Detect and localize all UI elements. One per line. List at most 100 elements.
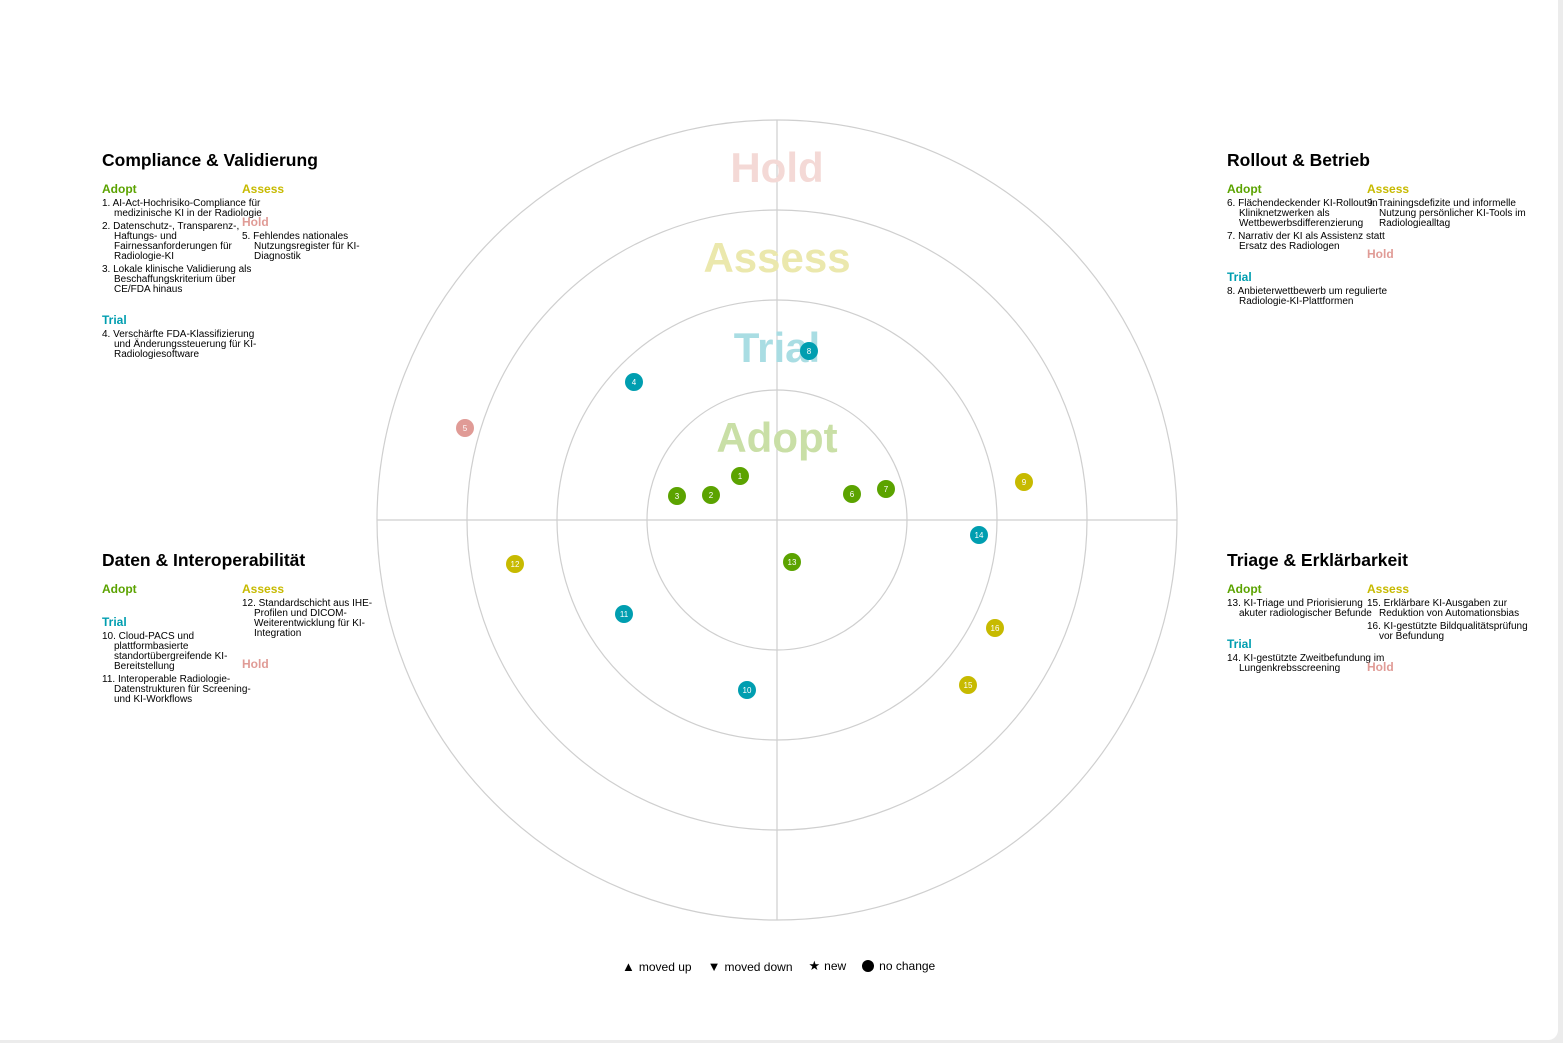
blip-1[interactable]: 1 [731, 467, 749, 485]
blip-9[interactable]: 9 [1015, 473, 1033, 491]
ring-block-hold: Hold 5. Fehlendes nationales Nutzungsreg… [242, 215, 390, 262]
blip-number: 16 [991, 624, 1000, 633]
blip-16[interactable]: 16 [986, 619, 1004, 637]
blip-number: 11 [620, 610, 629, 619]
blip-10[interactable]: 10 [738, 681, 756, 699]
blip-marker[interactable] [877, 480, 895, 498]
list-item[interactable]: 13. KI-Triage und Priorisierung akuter r… [1227, 598, 1372, 619]
legend-label: moved down [724, 959, 793, 974]
ring-heading-adopt: Adopt [102, 582, 137, 596]
ring-block-hold: Hold [242, 657, 390, 671]
list-item[interactable]: 7. Narrativ der KI als Assistenz statt E… [1227, 231, 1385, 252]
blip-13[interactable]: 13 [783, 553, 801, 571]
quadrant-daten-interoperabilitaet: Daten & Interoperabilität Adopt Trial 10… [102, 550, 402, 802]
ring-heading-hold: Hold [242, 215, 269, 229]
ring-block-assess: Assess 12. Standardschicht aus IHE-Profi… [242, 582, 390, 639]
ring-block-assess: Assess 9. Trainingsdefizite und informel… [1367, 182, 1526, 229]
ring-heading-hold: Hold [1367, 247, 1394, 261]
ring-block-adopt: Adopt [102, 582, 250, 596]
list-item[interactable]: 11. Interoperable Radiologie-Datenstrukt… [102, 674, 251, 705]
blip-6[interactable]: 6 [843, 485, 861, 503]
quadrant-col-1: Adopt 13. KI-Triage und Priorisierung ak… [1227, 582, 1384, 692]
status-legend: ▲ moved up ▼ moved down ★ new no change [622, 958, 935, 974]
blip-marker[interactable] [1015, 473, 1033, 491]
list-item[interactable]: 3. Lokale klinische Validierung als Besc… [102, 264, 252, 295]
quadrant-title: Compliance & Validierung [102, 150, 318, 170]
quadrant-col-2: Assess Hold 5. Fehlendes nationales Nutz… [242, 182, 390, 280]
ring-block-trial: Trial 10. Cloud-PACS und plattformbasier… [102, 615, 251, 705]
ring-heading-trial: Trial [102, 615, 127, 629]
quadrant-col-1: Adopt Trial 10. Cloud-PACS und plattform… [102, 582, 251, 723]
ring-block-assess: Assess [242, 182, 390, 196]
blip-marker[interactable] [731, 467, 749, 485]
blip-marker[interactable] [783, 553, 801, 571]
blip-marker[interactable] [456, 419, 474, 437]
list-item[interactable]: 4. Verschärfte FDA-Klassifizierung und Ä… [102, 329, 257, 360]
blip-12[interactable]: 12 [506, 555, 524, 573]
blip-15[interactable]: 15 [959, 676, 977, 694]
ring-block-assess: Assess 15. Erklärbare KI-Ausgaben zur Re… [1367, 582, 1528, 642]
blip-number: 2 [709, 491, 714, 500]
list-item[interactable]: 9. Trainingsdefizite und informelle Nutz… [1367, 198, 1526, 229]
quadrant-title: Rollout & Betrieb [1227, 150, 1370, 170]
ring-block-trial: Trial 4. Verschärfte FDA-Klassifizierung… [102, 313, 256, 360]
quadrant-title: Triage & Erklärbarkeit [1227, 550, 1408, 570]
blip-marker[interactable] [970, 526, 988, 544]
ring-heading-hold: Hold [1367, 660, 1394, 674]
ring-heading-assess: Assess [242, 582, 285, 596]
blip-2[interactable]: 2 [702, 486, 720, 504]
blip-marker[interactable] [986, 619, 1004, 637]
blip-14[interactable]: 14 [970, 526, 988, 544]
blip-marker[interactable] [702, 486, 720, 504]
ring-block-hold: Hold [1367, 660, 1515, 674]
blip-marker[interactable] [959, 676, 977, 694]
blip-7[interactable]: 7 [877, 480, 895, 498]
star-icon: ★ [808, 958, 821, 973]
ring-heading-hold: Hold [242, 657, 269, 671]
list-item[interactable]: 2. Datenschutz-, Transparenz-, Haftungs-… [102, 221, 240, 262]
list-item[interactable]: 10. Cloud-PACS und plattformbasierte sta… [102, 631, 228, 672]
blip-number: 13 [788, 558, 797, 567]
blip-marker[interactable] [506, 555, 524, 573]
blip-marker[interactable] [800, 342, 818, 360]
ring-heading-adopt: Adopt [1227, 582, 1262, 596]
item-list: 1. AI-Act-Hochrisiko-Compliance für medi… [102, 199, 262, 295]
item-list: 13. KI-Triage und Priorisierung akuter r… [1227, 599, 1375, 619]
blip-marker[interactable] [625, 373, 643, 391]
list-item[interactable]: 5. Fehlendes nationales Nutzungsregister… [242, 231, 360, 262]
list-item[interactable]: 1. AI-Act-Hochrisiko-Compliance für medi… [102, 198, 262, 219]
ring-block-adopt: Adopt 1. AI-Act-Hochrisiko-Compliance fü… [102, 182, 262, 295]
blip-number: 4 [632, 378, 637, 387]
quadrant-col-1: Adopt 6. Flächendeckender KI-Rollout in … [1227, 182, 1387, 325]
list-item[interactable]: 6. Flächendeckender KI-Rollout in Klinik… [1227, 198, 1378, 229]
list-item[interactable]: 12. Standardschicht aus IHE-Profilen und… [242, 598, 373, 639]
blip-marker[interactable] [668, 487, 686, 505]
blip-number: 7 [884, 485, 889, 494]
ring-block-adopt: Adopt 6. Flächendeckender KI-Rollout in … [1227, 182, 1385, 252]
ring-heading-trial: Trial [1227, 270, 1252, 284]
legend-new: ★ new [809, 958, 847, 974]
blip-number: 15 [964, 681, 973, 690]
blip-number: 5 [463, 424, 468, 433]
list-item[interactable]: 15. Erklärbare KI-Ausgaben zur Reduktion… [1367, 598, 1520, 619]
blip-11[interactable]: 11 [615, 605, 633, 623]
quadrant-compliance-validierung: Compliance & Validierung Adopt 1. AI-Act… [102, 150, 402, 402]
blip-number: 1 [738, 472, 743, 481]
blip-marker[interactable] [843, 485, 861, 503]
ring-label-assess: Assess [703, 234, 850, 281]
blip-8[interactable]: 8 [800, 342, 818, 360]
blip-marker[interactable] [738, 681, 756, 699]
blip-5[interactable]: 5 [456, 419, 474, 437]
blip-4[interactable]: 4 [625, 373, 643, 391]
ring-block-trial: Trial 14. KI-gestützte Zweitbefundung im… [1227, 637, 1384, 674]
legend-moved-up: ▲ moved up [622, 959, 692, 974]
blip-number: 8 [807, 347, 812, 356]
list-item[interactable]: 8. Anbieterwettbewerb um regulierte Radi… [1227, 286, 1388, 307]
blip-3[interactable]: 3 [668, 487, 686, 505]
list-item[interactable]: 16. KI-gestützte Bildqualitätsprüfung vo… [1367, 621, 1528, 642]
blip-marker[interactable] [615, 605, 633, 623]
quadrant-columns: Adopt 1. AI-Act-Hochrisiko-Compliance fü… [102, 182, 402, 402]
list-item[interactable]: 14. KI-gestützte Zweitbefundung im Lunge… [1227, 653, 1385, 674]
